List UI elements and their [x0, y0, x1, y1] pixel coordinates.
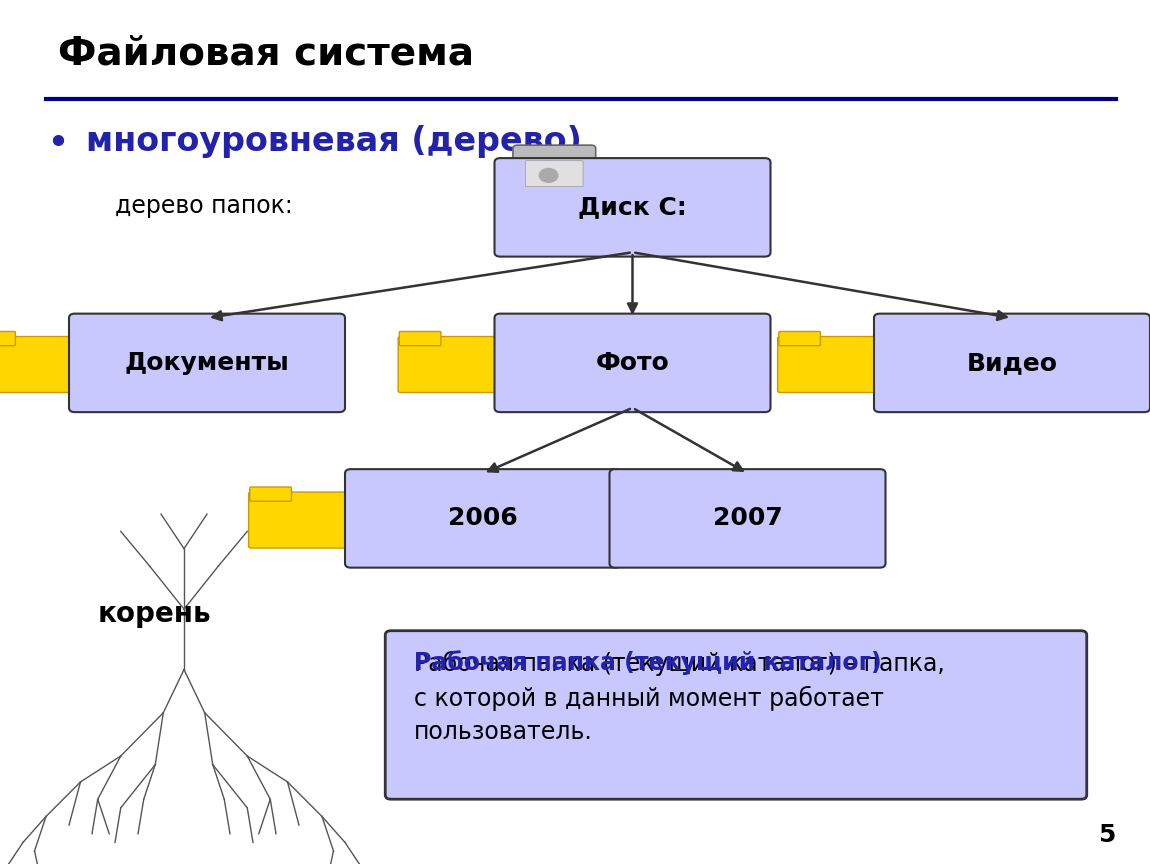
FancyBboxPatch shape	[0, 337, 74, 392]
FancyBboxPatch shape	[494, 314, 770, 412]
FancyBboxPatch shape	[779, 332, 820, 346]
FancyBboxPatch shape	[513, 492, 614, 548]
FancyBboxPatch shape	[250, 487, 291, 501]
Text: 2006: 2006	[448, 506, 518, 530]
FancyBboxPatch shape	[345, 469, 621, 568]
FancyBboxPatch shape	[398, 337, 499, 392]
FancyBboxPatch shape	[399, 332, 440, 346]
FancyBboxPatch shape	[494, 158, 770, 257]
Text: Файловая система: Файловая система	[58, 35, 474, 73]
FancyBboxPatch shape	[69, 314, 345, 412]
Text: Видео: Видео	[966, 351, 1058, 375]
FancyBboxPatch shape	[0, 332, 15, 346]
Text: дерево папок:: дерево папок:	[115, 194, 293, 219]
Text: корень: корень	[98, 600, 212, 628]
FancyBboxPatch shape	[385, 631, 1087, 799]
Circle shape	[539, 168, 558, 182]
FancyBboxPatch shape	[874, 314, 1150, 412]
FancyBboxPatch shape	[777, 337, 879, 392]
FancyBboxPatch shape	[514, 487, 555, 501]
Text: 5: 5	[1098, 823, 1116, 847]
Text: Диск С:: Диск С:	[578, 195, 687, 219]
Text: Документы: Документы	[124, 351, 290, 375]
Text: многоуровневая (дерево): многоуровневая (дерево)	[86, 125, 582, 158]
FancyBboxPatch shape	[526, 161, 583, 187]
Text: Фото: Фото	[596, 351, 669, 375]
Text: Рабочая папка (текущий каталог): Рабочая папка (текущий каталог)	[414, 651, 882, 676]
Text: 2007: 2007	[713, 506, 782, 530]
Text: •: •	[46, 125, 69, 163]
FancyBboxPatch shape	[610, 469, 886, 568]
FancyBboxPatch shape	[513, 145, 596, 197]
FancyBboxPatch shape	[248, 492, 350, 548]
Text: Рабочая папка (текущий каталог) – папка,
с которой в данный момент работает
поль: Рабочая папка (текущий каталог) – папка,…	[414, 651, 945, 745]
